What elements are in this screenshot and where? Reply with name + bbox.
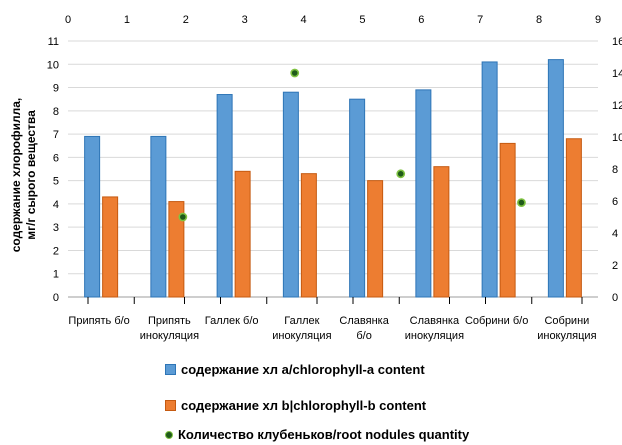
bar-chlorophyll-b: [234, 170, 251, 298]
bar-chlorophyll-a: [349, 98, 366, 298]
legend-swatch-chlorophyll-a: [165, 364, 176, 375]
x2-tick-label: 9: [595, 14, 601, 26]
point-nodules: [290, 68, 300, 78]
y-axis-label: содержание хлорофилла, мг/г сырого вещест…: [9, 98, 38, 253]
y-tick-label: 1: [53, 269, 59, 281]
bar-chlorophyll-b: [433, 166, 450, 298]
y2-tick-label: 14: [612, 68, 622, 80]
y-axis-label-line: мг/г сырого вещества: [24, 110, 38, 240]
bar-chlorophyll-a: [481, 61, 498, 298]
y-tick-label: 9: [53, 83, 59, 95]
x-tick-label: б/о: [356, 330, 371, 342]
x2-tick-label: 6: [418, 14, 424, 26]
x2-tick-label: 0: [65, 14, 71, 26]
bar-chlorophyll-a: [415, 89, 432, 298]
bar-chlorophyll-a: [216, 94, 233, 298]
bar-chlorophyll-b: [499, 142, 516, 298]
x2-tick-label: 8: [536, 14, 542, 26]
legend-item-nodules: Количество клубеньков/root nodules quant…: [165, 427, 469, 442]
bar-chlorophyll-a: [150, 135, 167, 298]
x-tick-label: Славянка: [339, 315, 389, 327]
x-tick-label: Припять б/о: [68, 315, 129, 327]
y2-tick-label: 16: [612, 36, 622, 48]
y-tick-label: 0: [53, 292, 59, 304]
y-tick-label: 2: [53, 245, 59, 257]
x2-tick-label: 4: [300, 14, 306, 26]
bar-chlorophyll-b: [102, 196, 119, 298]
y-tick-label: 6: [53, 152, 59, 164]
y2-tick-label: 10: [612, 132, 622, 144]
point-nodules: [178, 212, 188, 222]
y-tick-label: 8: [53, 106, 59, 118]
x2-tick-label: 2: [183, 14, 189, 26]
y-tick-label: 3: [53, 222, 59, 234]
x-tick-label: Собрини б/о: [465, 315, 528, 327]
x-tick-label: Припять: [148, 315, 191, 327]
y-tick-label: 10: [47, 59, 59, 71]
y2-tick-label: 0: [612, 292, 618, 304]
x-tick-label: инокуляция: [405, 330, 464, 342]
x2-tick-label: 7: [477, 14, 483, 26]
point-nodules: [396, 169, 406, 179]
y-tick-label: 5: [53, 176, 59, 188]
x-tick-label: Собрини: [544, 315, 589, 327]
x-tick-label: инокуляция: [537, 330, 596, 342]
x2-tick-label: 3: [242, 14, 248, 26]
bar-chlorophyll-b: [300, 173, 317, 298]
legend-swatch-chlorophyll-b: [165, 400, 176, 411]
bar-chlorophyll-a: [547, 59, 564, 298]
x-tick-label: Славянка: [410, 315, 460, 327]
x2-tick-label: 1: [124, 14, 130, 26]
bar-chlorophyll-a: [282, 91, 299, 298]
y2-tick-label: 8: [612, 164, 618, 176]
legend-label-chlorophyll-b: содержание хл b|chlorophyll-b content: [181, 398, 427, 413]
legend-item-chlorophyll-a: содержание хл a/chlorophyll-a content: [165, 362, 425, 377]
bar-chlorophyll-b: [367, 180, 384, 298]
legend-label-nodules: Количество клубеньков/root nodules quant…: [178, 427, 470, 442]
y-tick-label: 4: [53, 199, 59, 211]
x2-tick-label: 5: [359, 14, 365, 26]
y2-tick-label: 12: [612, 100, 622, 112]
bar-chlorophyll-a: [84, 135, 101, 298]
y2-tick-label: 2: [612, 260, 618, 272]
y-axis-label-line: содержание хлорофилла,: [9, 98, 23, 253]
x-tick-label: инокуляция: [140, 330, 199, 342]
x-tick-label: Галлек б/о: [205, 315, 259, 327]
bar-chlorophyll-b: [565, 138, 582, 298]
legend-label-chlorophyll-a: содержание хл a/chlorophyll-a content: [181, 362, 425, 377]
legend-marker-nodules: [165, 430, 173, 439]
x-tick-label: Галлек: [284, 315, 319, 327]
legend-item-chlorophyll-b: содержание хл b|chlorophyll-b content: [165, 398, 426, 413]
y-tick-label: 7: [53, 129, 59, 141]
x-tick-label: инокуляция: [272, 330, 331, 342]
y-tick-label: 11: [48, 36, 59, 48]
y2-tick-label: 4: [612, 228, 618, 240]
bar-chlorophyll-b: [168, 201, 185, 298]
y2-tick-label: 6: [612, 196, 618, 208]
point-nodules: [517, 198, 526, 207]
